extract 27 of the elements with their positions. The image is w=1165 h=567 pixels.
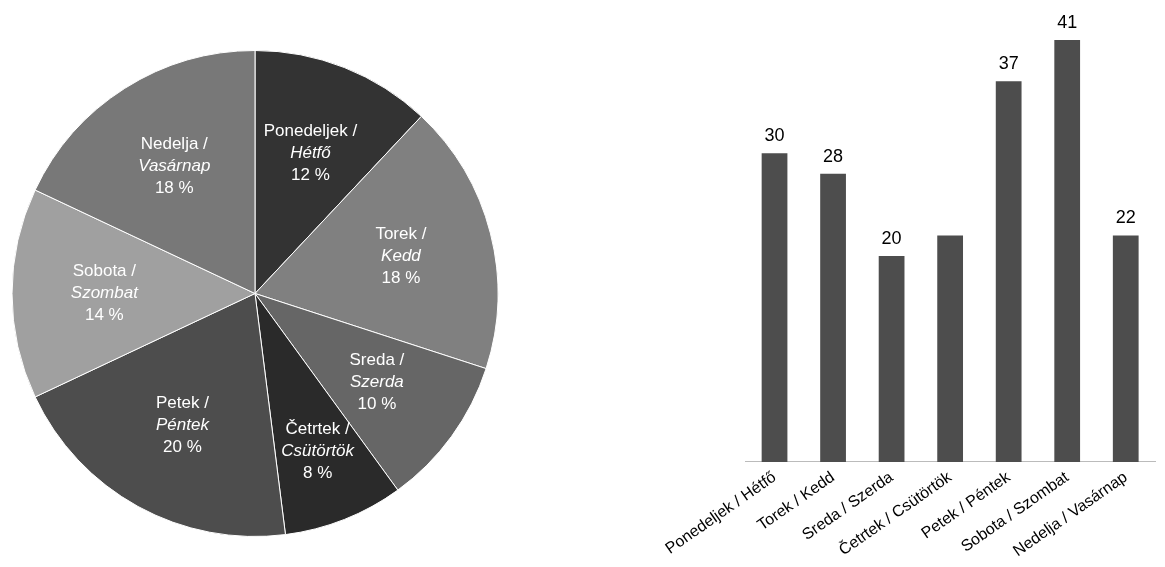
bar (878, 256, 905, 462)
data-label: 37 (998, 53, 1019, 74)
data-label: 12 % (291, 165, 330, 185)
slice-label: Sreda / Szerda (349, 349, 405, 391)
slice-label: Petek / Péntek (155, 393, 211, 435)
data-label: 20 (881, 228, 902, 249)
slice-label: Ponedeljek / Hétfő (263, 121, 358, 163)
data-label: 8 % (302, 463, 333, 483)
slice-label: Četrtek / Csütörtök (281, 419, 356, 461)
bar (820, 173, 846, 462)
data-label: 18 % (154, 177, 194, 197)
bar (1112, 235, 1139, 462)
bar (995, 81, 1022, 462)
data-label: 28 (823, 145, 844, 166)
slice-label: Torek / Kedd (375, 223, 427, 265)
bar (937, 235, 964, 462)
data-label: 22 (1115, 207, 1136, 228)
slice-label: Nedelja / Vasárnap (138, 133, 211, 176)
data-label: 30 (764, 125, 785, 146)
data-label: 20 % (163, 437, 202, 457)
slice-label: Sobota / Szombat (70, 261, 140, 303)
data-label: 10 % (357, 393, 397, 413)
data-label: 14 % (84, 305, 124, 325)
bar (761, 153, 788, 462)
data-label: 41 (1057, 11, 1078, 32)
data-label: 18 % (381, 267, 421, 287)
bar (1054, 40, 1081, 462)
